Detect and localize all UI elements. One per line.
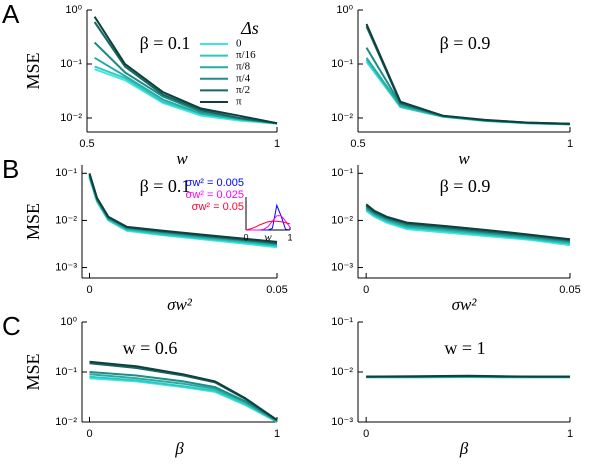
series-line	[93, 16, 278, 125]
x-axis-label: σw²	[452, 295, 478, 314]
annotation: β = 0.9	[440, 176, 491, 196]
legend-label: σw² = 0.025	[186, 189, 244, 201]
y-tick-label: 10⁰	[336, 4, 353, 16]
series-line	[89, 375, 278, 423]
series-line	[365, 203, 571, 241]
y-tick-label: 10⁻³	[55, 261, 77, 273]
x-tick-label: 1	[567, 138, 573, 150]
x-tick-label: 0.5	[350, 138, 365, 150]
series-line	[365, 23, 571, 125]
series-line	[93, 21, 278, 125]
panel-letter: B	[2, 154, 19, 184]
series-line	[366, 374, 570, 378]
y-tick-label: 10⁰	[65, 4, 82, 16]
legend-label: 0	[236, 38, 242, 50]
y-tick-label: 10⁻²	[331, 366, 353, 378]
annotation: w = 0.6	[123, 338, 178, 358]
x-axis-label: β	[459, 439, 469, 458]
legend-label: π/8	[236, 61, 251, 73]
annotation: w = 1	[444, 338, 485, 358]
x-tick-label: 1	[287, 232, 292, 242]
y-tick-label: 10⁻¹	[55, 366, 77, 378]
series-line	[245, 220, 291, 231]
legend-label: π	[236, 96, 242, 108]
series-line	[89, 362, 278, 422]
legend-label: σw² = 0.005	[186, 177, 244, 189]
panel-letter: A	[2, 0, 20, 29]
x-tick-label: 1	[567, 428, 573, 440]
x-axis-label: σw²	[167, 295, 193, 314]
x-tick-label: 0	[363, 284, 369, 296]
x-tick-label: 0	[86, 284, 92, 296]
annotation: β = 0.9	[440, 33, 491, 53]
y-tick-label: 10⁰	[60, 316, 77, 328]
legend-label: π/16	[236, 49, 256, 61]
y-axis-label: MSE	[23, 52, 43, 89]
x-axis-label: w	[458, 149, 470, 168]
series-line	[365, 47, 571, 126]
series-line	[89, 360, 278, 421]
x-tick-label: 0	[86, 428, 92, 440]
y-tick-label: 10⁻³	[331, 261, 353, 273]
x-tick-label: 0.5	[79, 138, 94, 150]
legend-label: π/4	[236, 72, 251, 84]
y-tick-label: 10⁻²	[55, 416, 77, 428]
legend-label: σw² = 0.05	[192, 201, 244, 213]
legend-label: π/2	[236, 84, 250, 96]
x-tick-label: 1	[274, 138, 280, 150]
y-tick-label: 10⁻¹	[60, 58, 82, 70]
y-tick-label: 10⁻¹	[55, 167, 77, 179]
y-axis-label: MSE	[23, 353, 43, 390]
x-tick-label: 0.05	[559, 284, 580, 296]
x-tick-label: 0.05	[266, 284, 287, 296]
y-tick-label: 10⁻³	[331, 416, 353, 428]
series-line	[88, 173, 278, 243]
series-line	[365, 208, 571, 245]
series-line	[246, 215, 291, 231]
panel-letter: C	[2, 311, 21, 341]
y-tick-label: 10⁻²	[60, 112, 82, 124]
x-axis-label: β	[174, 439, 184, 458]
series-line	[365, 57, 571, 126]
x-tick-label: 0	[363, 428, 369, 440]
y-tick-label: 10⁻¹	[331, 316, 353, 328]
x-axis-label: w	[176, 149, 188, 168]
y-axis-label: MSE	[23, 203, 43, 240]
series-line	[365, 209, 571, 247]
y-tick-label: 10⁻²	[55, 214, 77, 226]
series-line	[89, 371, 278, 422]
x-tick-label: 0	[243, 232, 248, 242]
annotation: β = 0.1	[140, 176, 191, 196]
annotation: β = 0.1	[140, 33, 191, 53]
legend-title: Δs	[240, 18, 259, 38]
x-tick-label: 1	[274, 428, 280, 440]
y-tick-label: 10⁻²	[331, 214, 353, 226]
x-axis-label: w	[264, 232, 272, 244]
y-tick-label: 10⁻¹	[331, 167, 353, 179]
y-tick-label: 10⁻²	[331, 112, 353, 124]
series-line	[94, 68, 278, 125]
y-tick-label: 10⁻¹	[331, 58, 353, 70]
